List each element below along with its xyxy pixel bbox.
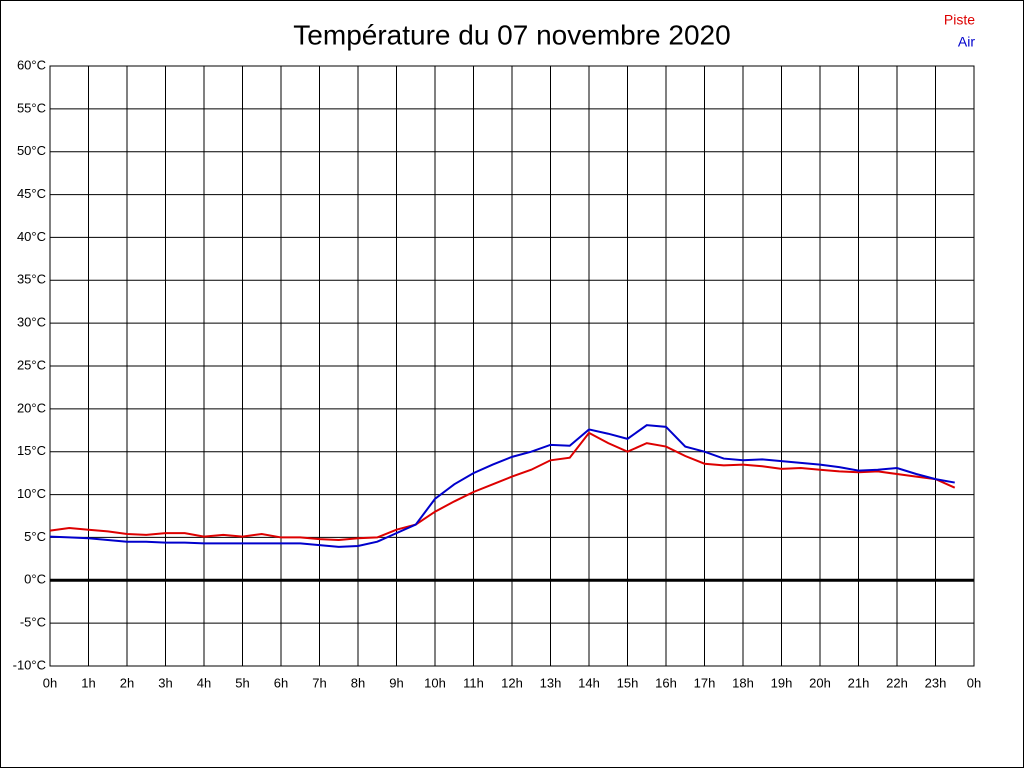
x-tick-label: 7h <box>312 675 326 690</box>
x-tick-label: 12h <box>501 675 523 690</box>
x-tick-label: 2h <box>120 675 134 690</box>
y-tick-label: 45°C <box>17 186 46 201</box>
x-tick-label: 20h <box>809 675 831 690</box>
x-tick-label: 23h <box>925 675 947 690</box>
x-tick-label: 16h <box>655 675 677 690</box>
x-tick-label: 13h <box>540 675 562 690</box>
y-tick-label: 10°C <box>17 486 46 501</box>
x-tick-label: 14h <box>578 675 600 690</box>
y-tick-label: -10°C <box>13 657 46 672</box>
x-tick-label: 15h <box>617 675 639 690</box>
y-tick-label: 40°C <box>17 229 46 244</box>
y-tick-label: 60°C <box>17 57 46 72</box>
x-tick-label: 4h <box>197 675 211 690</box>
legend-label: Piste <box>944 12 975 28</box>
y-tick-label: -5°C <box>20 615 46 630</box>
x-tick-label: 19h <box>771 675 793 690</box>
x-tick-label: 21h <box>848 675 870 690</box>
y-tick-label: 25°C <box>17 357 46 372</box>
x-tick-label: 0h <box>43 675 57 690</box>
x-tick-label: 1h <box>81 675 95 690</box>
y-tick-label: 35°C <box>17 272 46 287</box>
x-tick-label: 10h <box>424 675 446 690</box>
x-tick-label: 17h <box>694 675 716 690</box>
x-tick-label: 22h <box>886 675 908 690</box>
legend-label: Air <box>958 34 975 50</box>
y-tick-label: 30°C <box>17 315 46 330</box>
x-tick-label: 11h <box>463 675 484 690</box>
chart-title: Température du 07 novembre 2020 <box>293 19 730 50</box>
y-tick-label: 15°C <box>17 443 46 458</box>
x-tick-label: 18h <box>732 675 754 690</box>
data-line <box>49 431 956 542</box>
x-tick-label: 3h <box>158 675 172 690</box>
y-tick-label: 50°C <box>17 143 46 158</box>
y-tick-label: 20°C <box>17 400 46 415</box>
x-tick-label: 8h <box>351 675 365 690</box>
x-tick-label: 9h <box>389 675 403 690</box>
y-tick-label: 55°C <box>17 100 46 115</box>
y-tick-label: 0°C <box>24 572 46 587</box>
y-tick-label: 5°C <box>24 529 46 544</box>
data-line <box>49 424 955 548</box>
x-tick-label: 6h <box>274 675 288 690</box>
x-tick-label: 0h <box>967 675 981 690</box>
x-tick-label: 5h <box>235 675 249 690</box>
